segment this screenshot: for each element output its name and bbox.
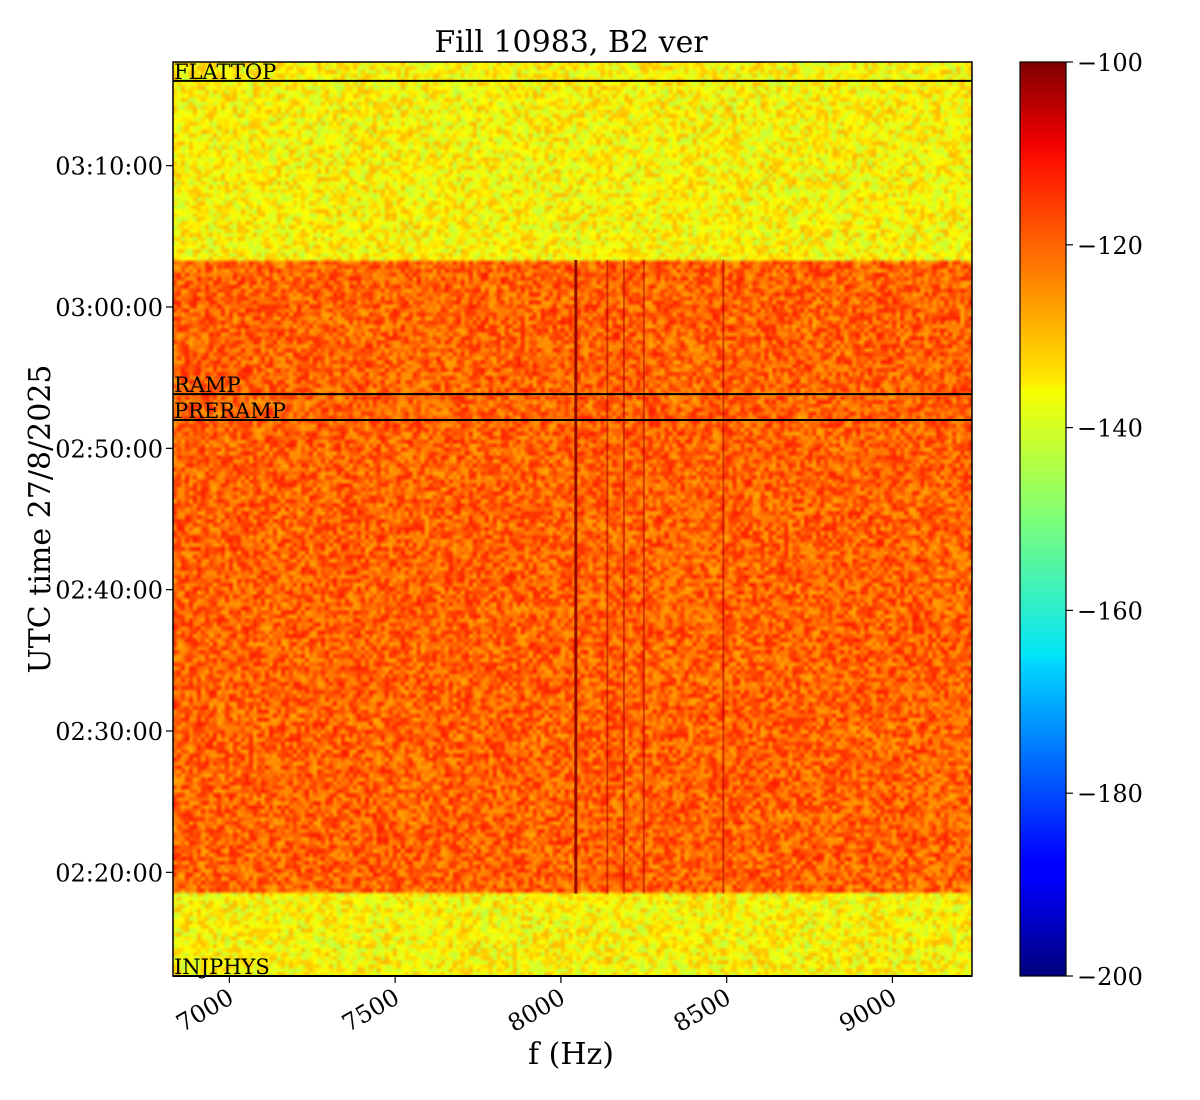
x-tick-label: 8500 <box>669 983 736 1038</box>
y-tick-label: 03:10:00 <box>55 153 163 181</box>
colorbar-tick-label: −120 <box>1077 232 1143 260</box>
x-axis-ticks: 7000 7500 8000 8500 9000 <box>171 976 901 1038</box>
colorbar-tick-label: −100 <box>1077 49 1143 77</box>
colorbar-tick-label: −140 <box>1077 415 1143 443</box>
plot-frame <box>172 61 973 977</box>
x-tick-label: 8000 <box>503 983 570 1038</box>
colorbar-tick-label: −160 <box>1077 597 1143 625</box>
y-tick-label: 03:00:00 <box>55 294 163 322</box>
x-tick-label: 7500 <box>337 983 404 1038</box>
phase-marker-label: INJPHYS <box>174 955 270 979</box>
chart-title: Fill 10983, B2 ver <box>434 25 708 60</box>
x-tick-label: 7000 <box>171 983 238 1038</box>
colorbar-tick-label: −200 <box>1077 963 1143 991</box>
y-tick-label: 02:20:00 <box>55 859 163 887</box>
phase-marker-label: FLATTOP <box>174 60 276 84</box>
y-axis-ticks: 02:20:00 02:30:00 02:40:00 02:50:00 03:00:00… <box>55 153 173 887</box>
phase-marker-label: PRERAMP <box>174 399 286 423</box>
colorbar <box>1019 61 1067 977</box>
x-tick-label: 9000 <box>835 983 902 1038</box>
spectral-lines <box>574 259 725 894</box>
colorbar-tick-label: −180 <box>1077 780 1143 808</box>
y-tick-label: 02:50:00 <box>55 435 163 463</box>
y-tick-label: 02:30:00 <box>55 718 163 746</box>
x-axis-label: f (Hz) <box>528 1037 614 1072</box>
phase-marker-label: RAMP <box>174 373 241 397</box>
y-axis-label: UTC time 27/8/2025 <box>23 365 58 674</box>
colorbar-ticks: −100 −120 −140 −160 −180 −200 <box>1066 49 1143 991</box>
y-tick-label: 02:40:00 <box>55 577 163 605</box>
heatmap-image <box>173 62 972 976</box>
heatmap-bitmap <box>173 62 972 976</box>
